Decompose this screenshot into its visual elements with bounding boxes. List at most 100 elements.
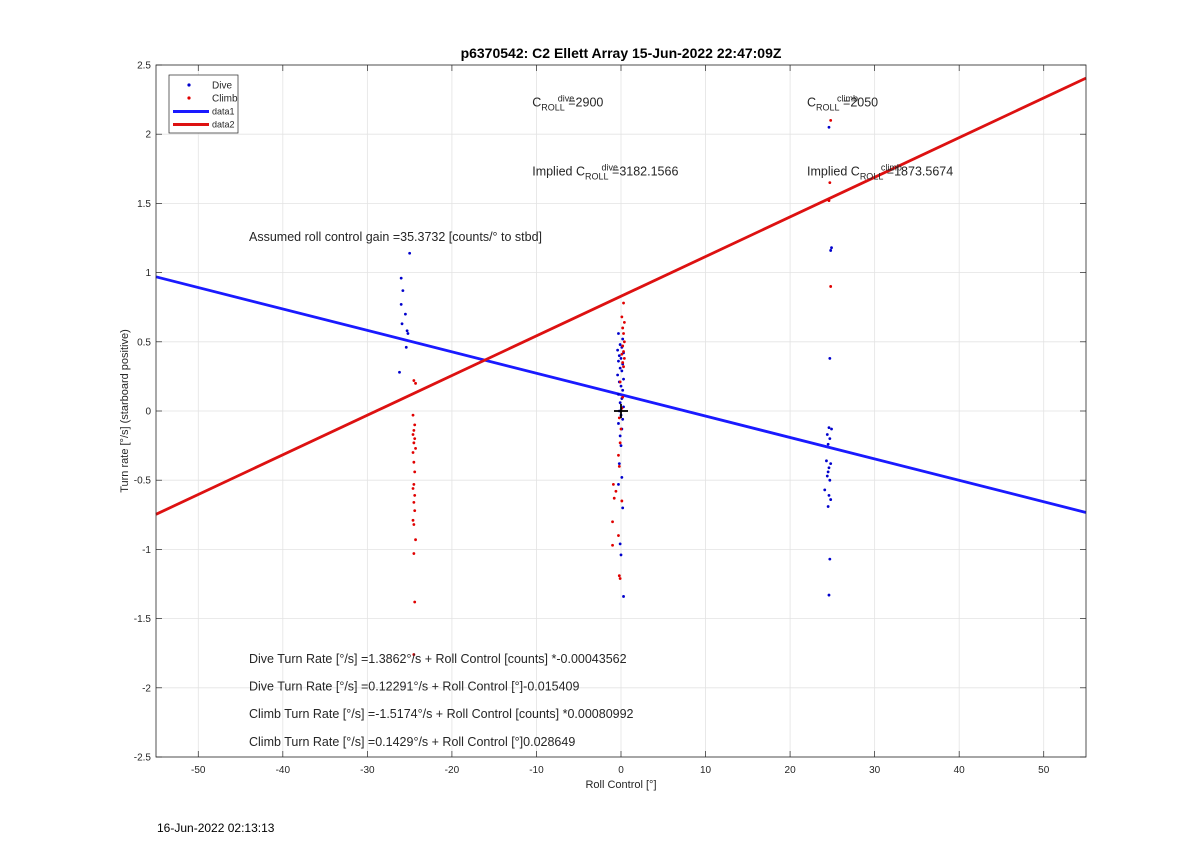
legend-dive-marker — [187, 83, 191, 87]
dive-point — [823, 488, 827, 492]
annotation-eq3: Climb Turn Rate [°/s] =-1.5174°/s + Roll… — [249, 707, 634, 721]
dive-point — [826, 505, 830, 508]
plot-layer — [155, 76, 1087, 656]
dive-point — [616, 348, 620, 352]
dive-point — [825, 474, 829, 478]
dive-point — [827, 494, 831, 497]
climb-point — [412, 523, 416, 526]
climb-point — [411, 451, 415, 454]
annotation-cclimb: CROLL =2050 — [807, 96, 878, 113]
legend-climb-label: Climb — [212, 94, 238, 105]
x-tick-label: 50 — [1038, 765, 1050, 776]
dive-point — [621, 506, 625, 510]
climb-point — [412, 653, 416, 656]
dive-point — [829, 249, 833, 252]
climb-point — [828, 181, 832, 185]
climb-point — [414, 381, 417, 385]
dive-point — [404, 312, 407, 316]
climb-point — [618, 380, 622, 384]
climb-point — [622, 332, 625, 335]
x-tick-label: 40 — [954, 765, 966, 776]
climb-point — [621, 344, 625, 348]
legend-dive-label: Dive — [212, 81, 232, 92]
annotation-implied-climb-superscript: climb — [881, 163, 902, 173]
footer-timestamp: 16-Jun-2022 02:13:13 — [157, 821, 275, 835]
dive-point — [619, 444, 623, 447]
annotation-cclimb-superscript: climb — [837, 94, 858, 104]
y-tick-label: 1.5 — [137, 199, 151, 210]
climb-point — [411, 487, 415, 490]
dive-point — [617, 422, 620, 425]
dive-point — [617, 359, 620, 363]
dive-point — [619, 553, 623, 557]
x-tick-label: -50 — [191, 765, 206, 776]
climb-point — [618, 577, 622, 580]
dive-point — [829, 462, 833, 465]
climb-point — [620, 499, 624, 503]
climb-point — [413, 437, 417, 441]
dive-point — [617, 354, 621, 358]
dive-point — [825, 459, 828, 463]
dive-point — [618, 401, 622, 405]
x-tick-label: -20 — [445, 765, 460, 776]
dive-point — [825, 433, 829, 436]
y-axis-label: Turn rate [°/s] (starboard positive) — [119, 329, 131, 493]
climb-point — [411, 518, 415, 522]
origin-cross-marker — [614, 404, 628, 418]
fit-line-data2 — [155, 76, 1087, 516]
climb-point — [612, 496, 616, 500]
annotation-eq4: Climb Turn Rate [°/s] =0.1429°/s + Roll … — [249, 735, 575, 749]
dive-point — [830, 427, 833, 431]
dive-point — [827, 466, 831, 470]
dive-point — [827, 593, 831, 597]
dive-point — [621, 388, 625, 392]
dive-point — [620, 476, 624, 479]
climb-point — [621, 395, 625, 399]
x-tick-label: -40 — [276, 765, 291, 776]
dive-point — [618, 366, 622, 370]
dive-point — [829, 498, 833, 501]
x-tick-label: -30 — [360, 765, 375, 776]
dive-point — [618, 343, 622, 346]
climb-point — [412, 500, 416, 504]
climb-point — [413, 423, 417, 427]
dive-point — [621, 417, 625, 421]
climb-point — [621, 361, 625, 364]
dive-point — [617, 462, 621, 465]
dive-point — [828, 357, 832, 360]
dive-point — [619, 384, 623, 388]
dive-point — [399, 276, 403, 280]
climb-point — [614, 489, 618, 493]
annotation-cdive-superscript: dive — [558, 94, 575, 104]
climb-point — [414, 446, 417, 450]
dive-point — [828, 478, 832, 482]
dive-point — [617, 482, 620, 486]
dive-point — [828, 557, 832, 561]
climb-point — [413, 494, 417, 497]
x-tick-label: 30 — [869, 765, 881, 776]
chart-title: p6370542: C2 Ellett Array 15-Jun-2022 22… — [461, 45, 782, 61]
legend: Dive Climb data1 data2 — [168, 74, 239, 134]
climb-point — [622, 301, 625, 305]
legend-data1-label: data1 — [212, 107, 235, 117]
dive-point — [405, 329, 409, 333]
annotation-implied-dive: Implied CROLL =3182.1566 — [532, 165, 678, 182]
climb-point — [829, 118, 833, 122]
y-tick-label: 1 — [145, 268, 151, 279]
climb-point — [620, 352, 624, 356]
dive-point — [827, 125, 831, 129]
dive-point — [621, 337, 625, 341]
x-tick-label: -10 — [529, 765, 544, 776]
climb-point — [412, 482, 416, 486]
y-tick-label: -2 — [142, 683, 151, 694]
climb-point — [611, 482, 615, 486]
climb-point — [617, 534, 620, 537]
y-tick-label: -1 — [142, 545, 151, 556]
climb-point — [622, 321, 626, 324]
y-tick-label: -0.5 — [134, 476, 152, 487]
x-axis-label: Roll Control [°] — [585, 779, 656, 791]
climb-point — [618, 441, 622, 445]
climb-point — [829, 285, 833, 288]
dive-point — [618, 542, 622, 546]
